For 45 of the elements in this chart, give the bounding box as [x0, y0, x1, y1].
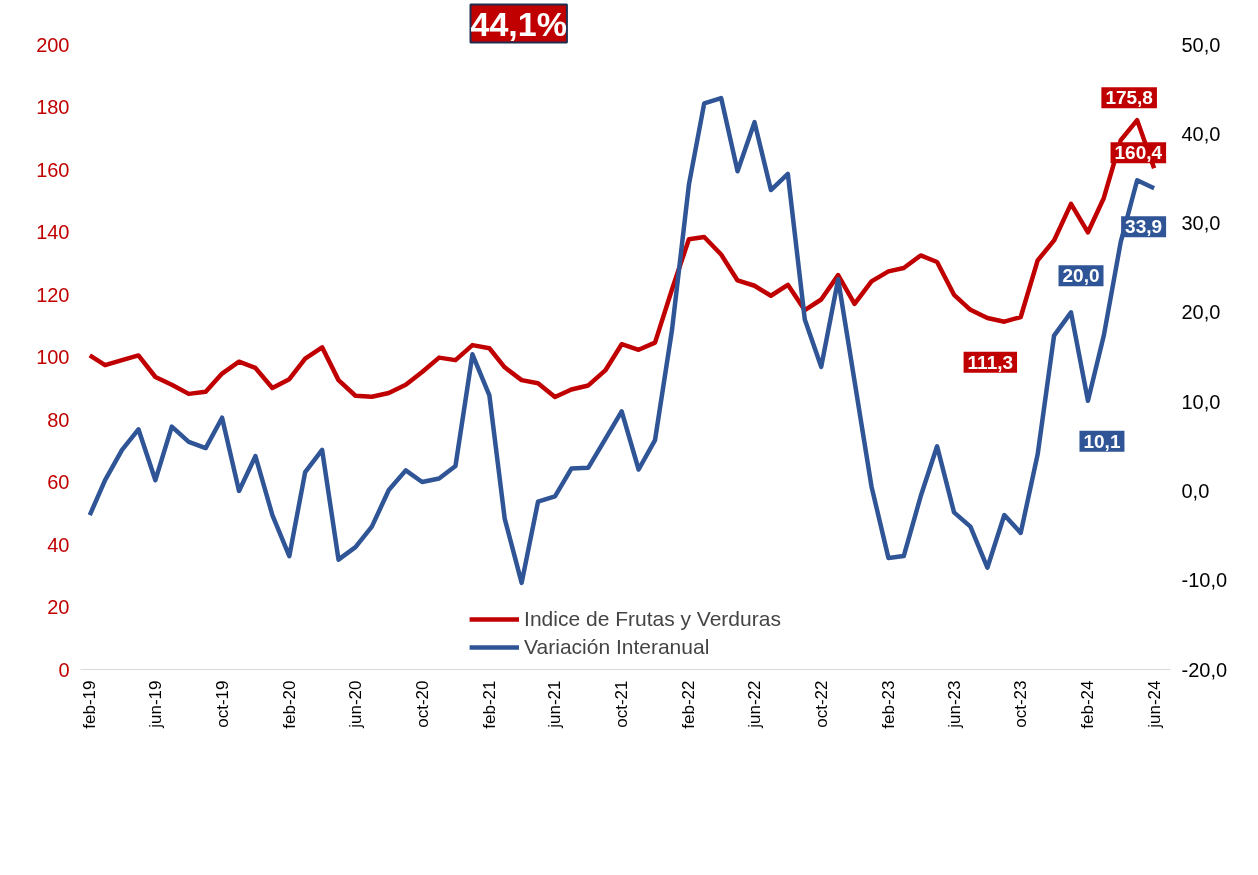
x-tick-label: oct-23 — [1011, 680, 1031, 728]
y-tick-label: 0 — [58, 658, 70, 681]
y-tick-label: 200 — [36, 33, 70, 56]
y2-tick-label: -20,0 — [1181, 658, 1228, 681]
y2-tick-label: 20,0 — [1181, 301, 1221, 324]
x-tick-label: feb-23 — [878, 680, 898, 729]
x-tick-label: feb-22 — [679, 680, 699, 729]
y-tick-label: 180 — [36, 96, 70, 118]
y-tick-label: 100 — [36, 346, 70, 368]
y2-tick-label: 40,0 — [1181, 122, 1221, 145]
x-tick-label: jun-20 — [345, 680, 365, 729]
y-tick-label: 120 — [36, 283, 70, 306]
y-tick-label: 80 — [47, 408, 70, 431]
y2-tick-label: -10,0 — [1181, 569, 1228, 592]
x-tick-label: oct-20 — [412, 680, 432, 728]
text: 44,1% — [470, 4, 567, 43]
x-tick-label: feb-24 — [1078, 680, 1098, 729]
data-label: 33,9 — [1125, 216, 1163, 238]
y-tick-label: 40 — [47, 533, 70, 556]
x-tick-label: jun-19 — [145, 680, 165, 729]
x-tick-label: oct-21 — [612, 680, 632, 728]
data-label: 160,4 — [1114, 142, 1163, 164]
y2-tick-label: 10,0 — [1181, 390, 1221, 413]
y-tick-label: 60 — [47, 471, 70, 493]
x-tick-label: oct-22 — [811, 680, 831, 728]
data-label: 175,8 — [1105, 87, 1153, 109]
y2-tick-label: 50,0 — [1181, 33, 1221, 56]
y-tick-label: 160 — [36, 158, 70, 181]
legend-label: Variación Interanual — [524, 635, 710, 659]
x-tick-label: oct-19 — [212, 680, 232, 728]
legend-label: Indice de Frutas y Verduras — [524, 607, 781, 631]
y2-tick-label: 30,0 — [1181, 212, 1221, 235]
x-tick-label: jun-24 — [1144, 680, 1164, 729]
data-label: 20,0 — [1062, 265, 1100, 287]
data-label: 111,3 — [967, 351, 1014, 373]
y-tick-label: 140 — [36, 221, 70, 243]
x-tick-label: feb-20 — [279, 680, 299, 729]
x-tick-label: jun-22 — [745, 680, 765, 729]
y2-tick-label: 0,0 — [1181, 479, 1210, 502]
x-tick-label: feb-21 — [479, 680, 499, 729]
y-tick-label: 20 — [47, 596, 70, 618]
x-tick-label: jun-23 — [944, 680, 964, 729]
x-tick-label: jun-21 — [545, 680, 565, 729]
x-tick-label: feb-19 — [80, 680, 100, 729]
data-label: 10,1 — [1083, 430, 1121, 452]
